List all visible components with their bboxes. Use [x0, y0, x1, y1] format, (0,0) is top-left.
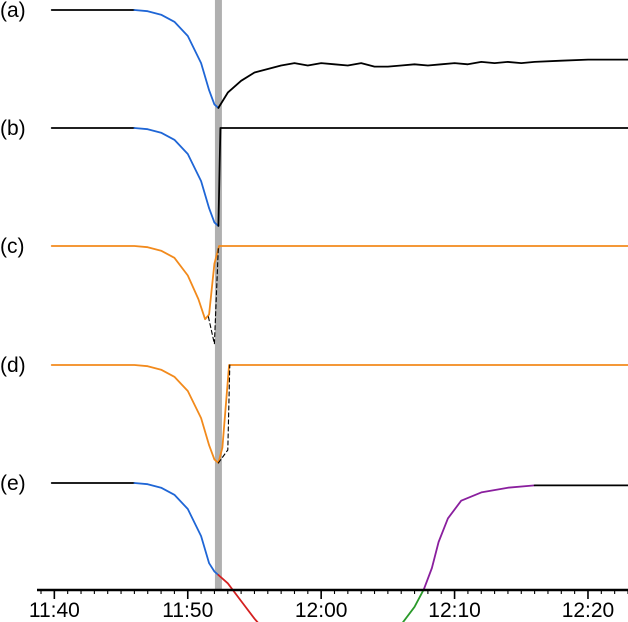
panel-label-1: (a)	[0, 0, 26, 22]
series-line-panel5-purple-5	[422, 484, 536, 591]
x-tick-label: 11:50	[162, 599, 213, 622]
x-tick-label: 12:10	[428, 599, 481, 622]
series-line-panel3-orange-1	[50, 245, 628, 321]
panel-label-3: (c)	[0, 235, 25, 258]
series-line-panel3-black-2	[207, 245, 219, 345]
panel-2	[50, 127, 628, 227]
panel-label-2: (b)	[0, 117, 26, 140]
series-line-panel1-blue-2	[133, 9, 220, 109]
x-tick-label: 12:20	[562, 599, 615, 622]
series-line-panel4-black-2	[217, 364, 231, 464]
panel-1	[50, 9, 628, 109]
panel-label-4: (d)	[0, 354, 26, 377]
series-line-panel5-green-4	[402, 588, 425, 622]
panel-label-5: (e)	[0, 472, 26, 495]
series-line-panel1-black-3	[217, 58, 628, 109]
series-line-panel2-blue-2	[133, 127, 220, 227]
series-line-panel5-blue-2	[133, 482, 220, 576]
panel-label-layer: (a) (b) (c) (d) (e)	[0, 0, 26, 495]
series-line-panel2-black-3	[217, 127, 628, 227]
series-layer	[50, 9, 628, 622]
x-axis: 11:40 11:50 12:00 12:10 12:20	[29, 588, 628, 622]
x-tick-label: 12:00	[295, 599, 348, 622]
panel-3	[50, 245, 628, 345]
x-tick-label: 11:40	[29, 599, 80, 622]
panel-4	[50, 364, 628, 464]
series-line-panel4-orange-1	[50, 364, 628, 464]
